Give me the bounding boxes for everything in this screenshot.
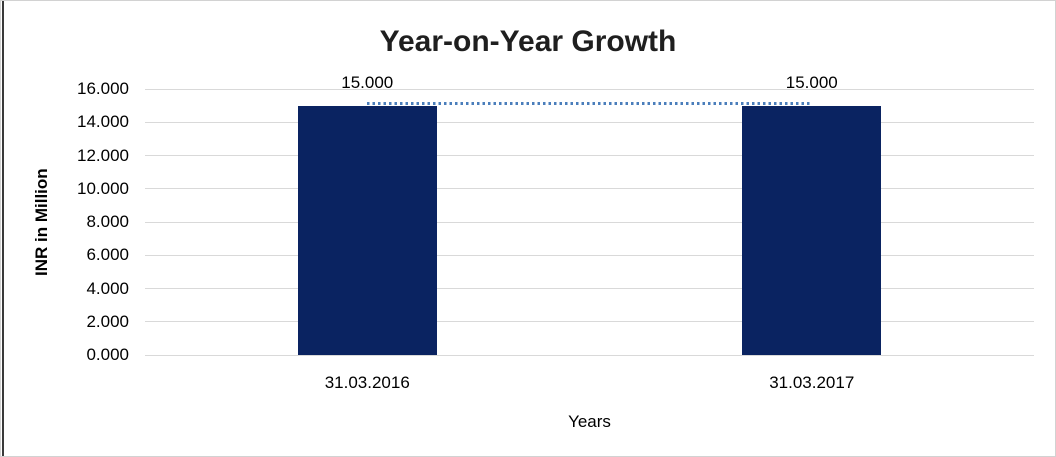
gridline bbox=[145, 188, 1034, 190]
gridline bbox=[145, 354, 1034, 356]
gridline bbox=[145, 88, 1034, 90]
gridline bbox=[145, 155, 1034, 156]
y-tick-label: 10.000 bbox=[77, 178, 129, 198]
gridline bbox=[145, 321, 1034, 323]
bar-data-label: 15.000 bbox=[341, 72, 394, 92]
y-axis-tick-labels: 0.000 2.000 4.000 6.000 8.000 10.000 12.000 14.… bbox=[1, 1, 129, 456]
y-tick-label: 14.000 bbox=[77, 112, 129, 132]
chart-title: Year-on-Year Growth bbox=[379, 25, 677, 58]
gridline bbox=[145, 221, 1034, 223]
y-tick-label: 16.000 bbox=[77, 79, 129, 98]
y-tick-label: 0.000 bbox=[86, 345, 129, 364]
trend-line bbox=[367, 101, 812, 105]
left-edge-line bbox=[2, 1, 4, 456]
bar bbox=[742, 105, 882, 355]
x-axis-category-labels: 31.03.2016 31.03.2017 bbox=[145, 372, 1034, 394]
x-axis-title: Years bbox=[568, 412, 611, 431]
y-tick-label: 2.000 bbox=[86, 311, 129, 331]
y-tick-label: 4.000 bbox=[86, 278, 129, 298]
x-category-label: 31.03.2016 bbox=[324, 373, 410, 392]
y-tick-label: 6.000 bbox=[86, 245, 129, 265]
bar bbox=[297, 105, 437, 355]
y-tick-label: 8.000 bbox=[86, 212, 129, 231]
y-tick-label: 12.000 bbox=[77, 145, 129, 165]
gridline bbox=[145, 121, 1034, 123]
x-category-label: 31.03.2017 bbox=[769, 373, 855, 392]
bar-data-label: 15.000 bbox=[785, 72, 838, 92]
gridline bbox=[145, 288, 1034, 289]
gridline bbox=[145, 254, 1034, 256]
plot-area: 15.000 15.000 bbox=[145, 73, 1034, 356]
